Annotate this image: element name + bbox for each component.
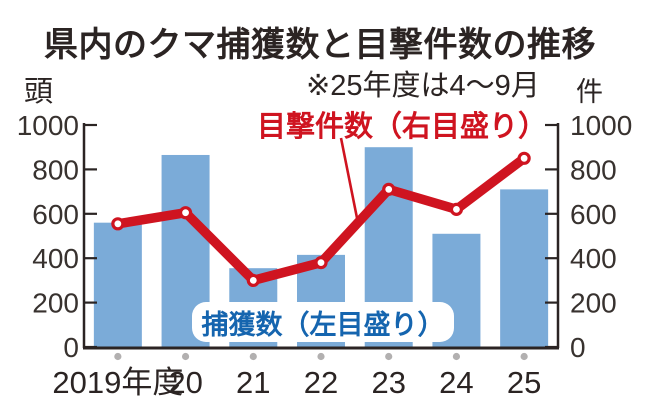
x-label-22: 22 <box>304 365 338 400</box>
left-tick-label-400: 400 <box>32 243 79 274</box>
x-label-21: 21 <box>236 365 270 400</box>
x-label-20: 20 <box>168 365 202 400</box>
right-tick-label-1000: 1000 <box>570 110 632 141</box>
right-tick-label-0: 0 <box>570 332 586 363</box>
axis-dot-21 <box>249 352 257 361</box>
axis-dot-2019年度 <box>114 352 122 361</box>
left-tick-label-1000: 1000 <box>17 110 79 141</box>
line-series-label: 目撃件数（右目盛り） <box>257 111 548 143</box>
left-axis-unit-label: 頭 <box>24 76 54 108</box>
data-point-25 <box>517 151 531 165</box>
right-tick-label-200: 200 <box>570 288 617 319</box>
left-tick-label-800: 800 <box>32 154 79 185</box>
data-point-2019年度 <box>111 217 125 231</box>
x-label-25: 25 <box>507 365 541 400</box>
data-point-24 <box>449 202 464 216</box>
x-label-2019年度: 2019年度 <box>52 365 183 400</box>
left-tick-label-600: 600 <box>32 199 79 230</box>
x-label-23: 23 <box>371 365 405 400</box>
right-axis-unit-label: 件 <box>576 77 603 107</box>
left-tick-label-200: 200 <box>32 288 79 319</box>
axis-dot-25 <box>520 352 528 361</box>
axis-dot-23 <box>385 352 393 361</box>
axis-dot-24 <box>452 352 461 361</box>
bar-series-label: 捕獲数（左目盛り） <box>192 302 454 342</box>
axis-dot-22 <box>317 352 325 361</box>
right-tick-label-800: 800 <box>570 154 617 185</box>
line-label-leader <box>339 137 359 219</box>
data-point-23 <box>382 182 396 196</box>
axis-dot-20 <box>181 352 190 361</box>
bar-25 <box>500 189 549 347</box>
data-point-21 <box>246 273 260 287</box>
bar-2019年度 <box>93 222 142 347</box>
left-tick-label-0: 0 <box>63 332 79 363</box>
data-point-20 <box>178 206 193 220</box>
x-label-24: 24 <box>439 365 473 400</box>
chart-footnote: ※25年度は4～9月 <box>306 70 540 102</box>
right-tick-label-600: 600 <box>570 199 617 230</box>
data-point-22 <box>314 256 328 270</box>
right-tick-label-400: 400 <box>570 243 617 274</box>
chart-title: 県内のクマ捕獲数と目撃件数の推移 <box>44 26 596 64</box>
